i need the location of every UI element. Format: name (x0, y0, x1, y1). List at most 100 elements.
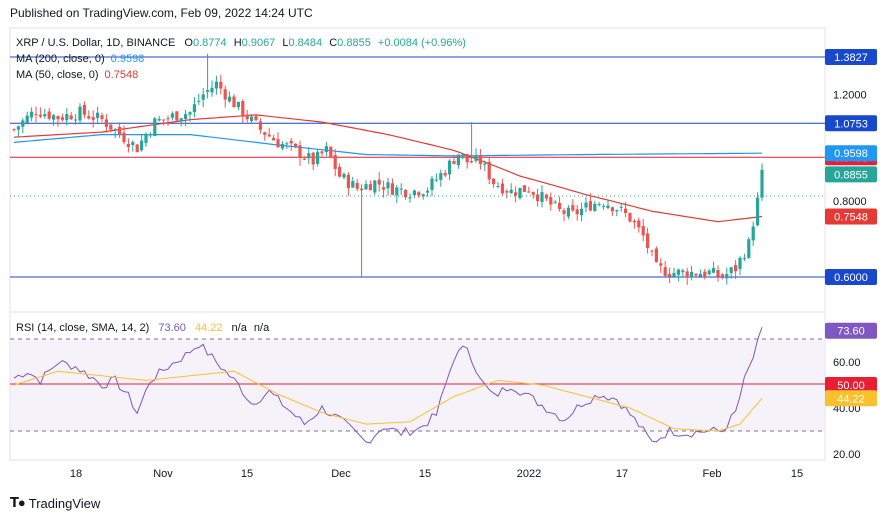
candle-body-150 (672, 273, 676, 277)
candle-body-141 (632, 220, 636, 223)
candle-body-55 (254, 116, 258, 121)
x-tick-2022: 2022 (517, 468, 541, 480)
x-tick-15: 15 (791, 468, 803, 480)
candle-body-24 (118, 126, 122, 135)
candle-body-9 (52, 115, 56, 120)
rsi-badge-73.60-bg (825, 322, 877, 339)
candle-body-79 (360, 188, 364, 191)
candle-body-57 (263, 132, 267, 135)
brand-name: TradingView (28, 495, 101, 511)
x-tick-15: 15 (419, 468, 431, 480)
candle-body-37 (175, 111, 179, 121)
candle-body-126 (566, 207, 570, 217)
candle-body-26 (126, 143, 130, 147)
candle-body-72 (329, 146, 333, 158)
ma200-line (13, 134, 762, 157)
candle-body-86 (390, 183, 394, 195)
candle-body-121 (544, 194, 548, 199)
footer-brand[interactable]: 𝗧● TradingView (10, 495, 100, 511)
candle-body-113 (509, 189, 513, 194)
candle-body-15 (78, 106, 82, 121)
candle-body-97 (439, 173, 443, 180)
candle-body-145 (650, 250, 654, 252)
candle-body-133 (597, 204, 601, 206)
candle-body-105 (474, 155, 478, 161)
rsi-badge-73.60-label: 73.60 (837, 326, 865, 338)
candle-body-99 (448, 160, 452, 175)
candle-body-27 (131, 142, 135, 146)
candle-body-138 (619, 206, 623, 208)
candle-body-119 (536, 194, 540, 201)
hline-badge-1.3827-label: 1.3827 (834, 52, 868, 64)
candle-body-111 (500, 183, 504, 194)
horizontal-lines (10, 56, 825, 278)
candle-body-68 (311, 152, 315, 165)
x-tick-18: 18 (70, 468, 82, 480)
candle-body-71 (324, 146, 328, 153)
candle-body-135 (606, 205, 610, 208)
candle-body-53 (245, 114, 249, 120)
candle-body-4 (30, 111, 34, 118)
candle-body-94 (426, 190, 430, 193)
rsi-badge-44.22-label: 44.22 (837, 393, 865, 405)
candle-body-164 (734, 265, 738, 272)
candle-body-162 (725, 273, 729, 279)
candle-body-51 (236, 101, 240, 108)
candle-body-95 (430, 178, 434, 190)
candle-body-116 (522, 185, 526, 192)
candle-body-160 (716, 269, 720, 277)
candle-body-40 (188, 112, 192, 115)
moving-averages (13, 114, 763, 223)
candle-body-127 (571, 205, 575, 211)
candle-body-168 (751, 226, 755, 241)
candle-body-117 (527, 191, 531, 193)
candle-body-139 (624, 208, 628, 213)
candle-body-137 (615, 210, 619, 212)
candle-body-77 (351, 181, 355, 188)
x-tick-Feb: Feb (703, 468, 722, 480)
x-tick-Nov: Nov (153, 468, 173, 480)
candle-body-148 (663, 267, 667, 276)
rsi-badge-44.22-bg (825, 390, 877, 407)
candle-body-50 (232, 96, 236, 108)
candle-body-128 (575, 209, 579, 215)
candle-body-12 (65, 114, 69, 121)
candle-body-90 (408, 197, 412, 199)
candle-body-93 (421, 194, 425, 197)
candle-body-46 (214, 81, 218, 89)
candle-body-80 (364, 184, 368, 190)
candle-body-60 (276, 139, 280, 148)
candle-body-84 (382, 187, 386, 190)
candle-body-16 (82, 104, 86, 115)
candle-body-159 (712, 267, 716, 273)
candle-body-69 (316, 151, 320, 164)
candle-body-28 (135, 144, 139, 153)
candle-body-100 (452, 160, 456, 164)
candle-body-18 (91, 117, 95, 120)
candle-body-41 (192, 104, 196, 113)
candle-body-70 (320, 151, 324, 154)
candle-body-129 (580, 208, 584, 216)
candle-body-78 (355, 182, 359, 189)
candle-body-39 (184, 114, 188, 119)
candle-body-75 (342, 174, 346, 178)
candle-body-161 (720, 274, 724, 278)
candle-body-98 (443, 173, 447, 176)
candle-body-35 (166, 118, 170, 120)
hline-badge-0.6000-label: 0.6000 (834, 272, 868, 284)
legend-symbol: XRP / U.S. Dollar, 1D, BINANCE O0.8774 H… (16, 37, 466, 49)
candle-body-85 (386, 182, 390, 189)
candle-body-101 (456, 154, 460, 166)
candle-body-34 (162, 119, 166, 121)
price-badge-0.8855-label: 0.8855 (834, 169, 868, 181)
candle-body-92 (417, 192, 421, 196)
rsi-line (13, 327, 763, 444)
candle-body-147 (659, 263, 663, 266)
candle-body-11 (60, 117, 64, 120)
y-tick-1.2000: 1.2000 (833, 89, 867, 101)
candle-body-102 (461, 154, 465, 156)
price-badge-0.9598-label: 0.9598 (834, 148, 868, 160)
candle-body-120 (540, 192, 544, 202)
candle-body-67 (307, 153, 311, 159)
